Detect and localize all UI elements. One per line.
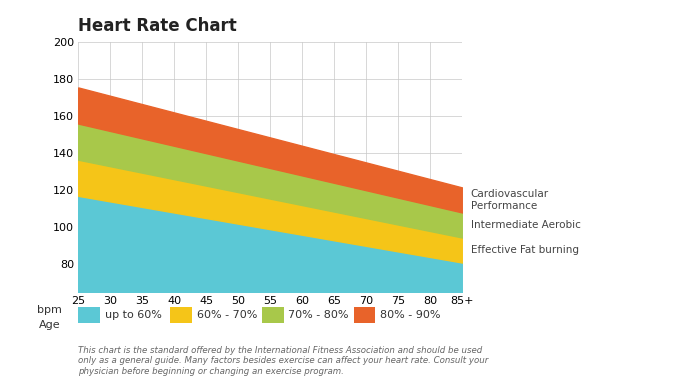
- Text: up to 60%: up to 60%: [105, 310, 162, 320]
- Text: bpm: bpm: [37, 305, 62, 315]
- Text: 60% - 70%: 60% - 70%: [197, 310, 257, 320]
- Text: Heart Rate Chart: Heart Rate Chart: [78, 17, 237, 35]
- Text: 80% - 90%: 80% - 90%: [380, 310, 441, 320]
- Text: Cardiovascular
Performance: Cardiovascular Performance: [471, 189, 549, 211]
- Text: Age: Age: [39, 320, 61, 330]
- Text: 70% - 80%: 70% - 80%: [288, 310, 349, 320]
- Text: This chart is the standard offered by the International Fitness Association and : This chart is the standard offered by th…: [78, 346, 488, 376]
- Text: Effective Fat burning: Effective Fat burning: [471, 245, 579, 255]
- Text: Intermediate Aerobic: Intermediate Aerobic: [471, 220, 581, 230]
